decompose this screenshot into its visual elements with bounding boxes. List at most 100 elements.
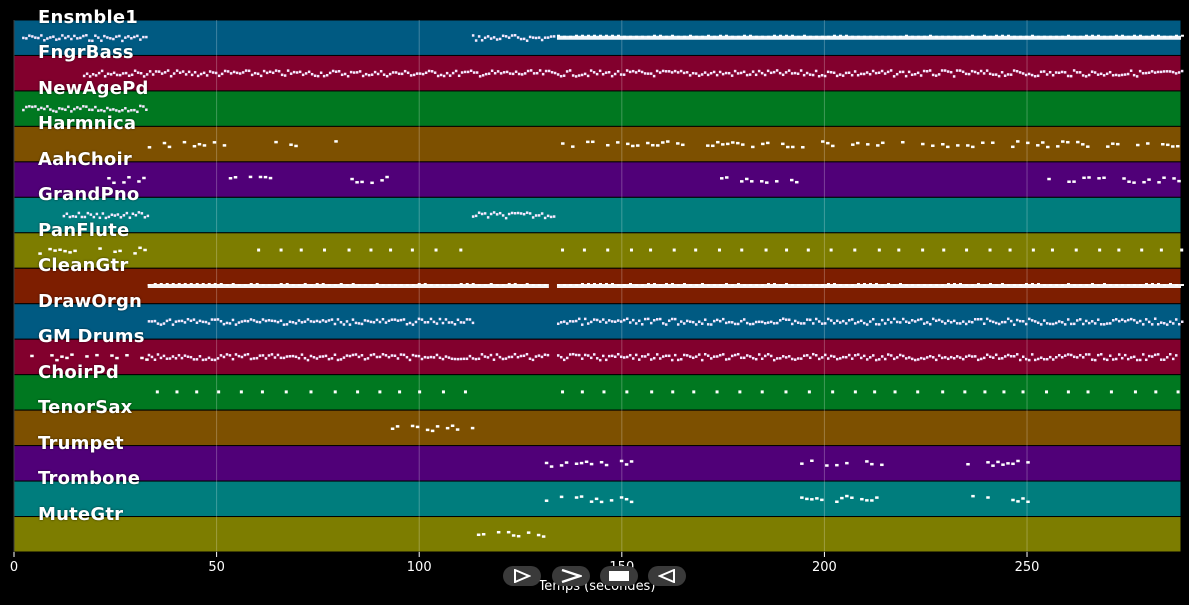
note — [937, 73, 941, 76]
note — [1051, 358, 1055, 361]
note — [339, 358, 343, 361]
note — [607, 354, 611, 358]
note — [394, 71, 398, 74]
note — [1011, 462, 1015, 466]
note — [1174, 354, 1178, 357]
note — [309, 390, 313, 394]
note — [727, 357, 731, 361]
note — [495, 284, 499, 286]
forward-button[interactable] — [648, 566, 686, 586]
note — [604, 321, 608, 324]
note — [800, 462, 804, 465]
note — [628, 35, 632, 38]
note — [766, 141, 770, 145]
note — [807, 390, 811, 394]
note — [631, 357, 635, 360]
note — [658, 34, 662, 37]
note — [847, 353, 851, 357]
note — [217, 74, 221, 78]
note — [784, 34, 788, 37]
note — [1066, 140, 1070, 144]
note — [321, 355, 325, 358]
note — [739, 71, 743, 75]
note — [196, 74, 200, 78]
note — [136, 34, 139, 38]
note — [1161, 143, 1165, 146]
note — [1054, 356, 1058, 359]
note — [844, 355, 848, 359]
note — [549, 35, 553, 38]
note — [922, 284, 926, 286]
stop-button[interactable] — [600, 566, 638, 586]
note — [1150, 34, 1154, 37]
note — [82, 74, 86, 78]
track-label: GM Drums — [38, 326, 145, 348]
note — [652, 283, 656, 285]
note — [562, 358, 566, 362]
note — [988, 72, 992, 76]
note — [652, 318, 656, 322]
note — [1123, 73, 1127, 76]
note — [840, 496, 844, 500]
note — [599, 460, 604, 464]
note — [1066, 390, 1070, 394]
note — [787, 69, 791, 72]
note — [97, 109, 100, 112]
note — [441, 357, 445, 361]
note — [62, 214, 66, 218]
note — [532, 72, 536, 75]
note — [540, 38, 544, 42]
note — [525, 211, 529, 214]
note — [483, 36, 487, 40]
note — [865, 323, 869, 326]
note — [1144, 283, 1148, 285]
note — [363, 358, 367, 361]
note — [786, 145, 790, 149]
note — [898, 35, 902, 38]
note — [130, 109, 133, 112]
rewind-button[interactable] — [503, 566, 541, 586]
note — [1154, 390, 1158, 394]
note — [321, 319, 325, 322]
note — [625, 355, 629, 359]
note — [249, 318, 253, 321]
note — [190, 73, 194, 77]
note — [847, 318, 851, 322]
note — [481, 533, 486, 536]
note — [231, 357, 235, 361]
note — [853, 390, 857, 394]
note — [537, 354, 541, 357]
note — [297, 319, 301, 322]
note — [239, 390, 243, 394]
track-label: TenorSax — [38, 397, 133, 419]
note — [1078, 284, 1082, 286]
note — [681, 143, 685, 147]
note — [55, 38, 58, 41]
note — [507, 212, 511, 216]
note — [1150, 70, 1154, 73]
note — [1111, 319, 1115, 322]
note — [79, 107, 82, 111]
note — [531, 36, 535, 39]
note — [456, 318, 460, 322]
note — [556, 34, 560, 37]
note — [322, 74, 326, 78]
note — [725, 176, 729, 179]
note — [922, 357, 926, 361]
note — [435, 284, 439, 286]
note — [898, 283, 902, 285]
play-button[interactable] — [552, 566, 590, 586]
note — [877, 71, 881, 74]
note — [304, 72, 308, 75]
note — [825, 464, 829, 467]
note — [757, 69, 761, 73]
note — [703, 71, 707, 74]
note — [1090, 320, 1094, 323]
note — [721, 143, 725, 146]
note — [337, 70, 341, 73]
note — [53, 249, 57, 252]
note — [964, 355, 968, 358]
note — [384, 321, 388, 324]
note — [280, 73, 284, 77]
note — [330, 357, 334, 360]
